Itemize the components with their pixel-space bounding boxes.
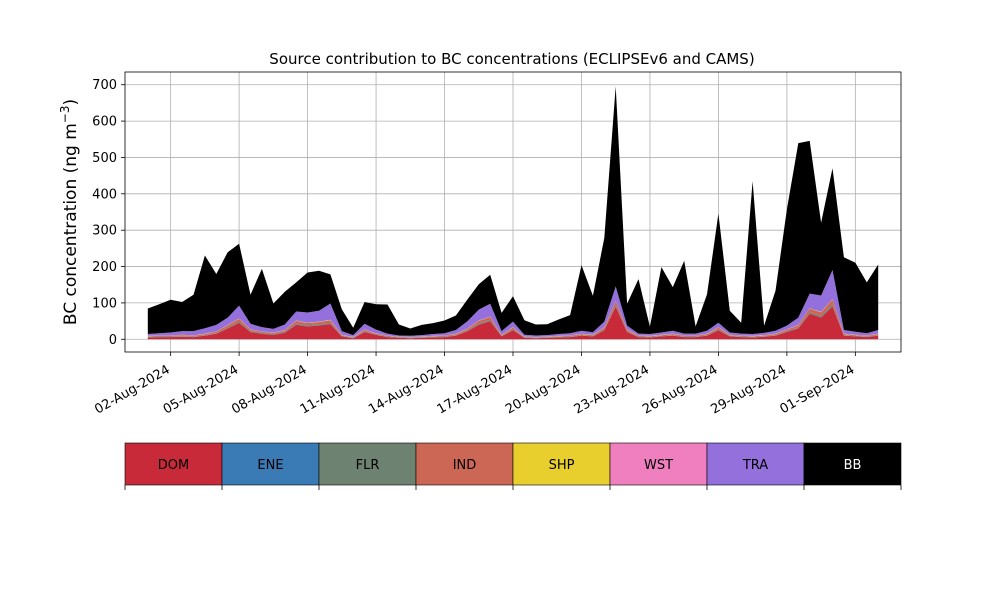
y-tick-label: 600 [92,115,117,130]
x-tick-label: 02-Aug-2024 [92,362,172,417]
legend-label: BB [844,458,862,473]
legend-label: FLR [356,458,380,473]
plot-area [147,86,879,340]
legend-swatch-ind [415,442,514,486]
y-tick-label: 0 [109,333,117,348]
y-axis: 0 100 200 300 400 500 600 700 [92,78,125,348]
y-tick-label: 400 [92,187,117,202]
x-tick-label: 05-Aug-2024 [161,362,241,417]
x-tick-label: 23-Aug-2024 [572,362,652,417]
y-axis-label: BC concentration (ng m−3) [58,99,81,325]
legend-label: ENE [257,458,283,473]
legend-label: WST [644,458,673,473]
y-tick-label: 100 [92,296,117,311]
area-tra [147,270,879,337]
x-tick-label: 11-Aug-2024 [298,362,378,417]
legend-swatch-bb [803,442,902,486]
area-bb [147,86,879,336]
legend-label: DOM [158,458,189,473]
y-axis-label-text: BC concentration [61,179,81,325]
x-axis: 02-Aug-202405-Aug-202408-Aug-202411-Aug-… [92,352,857,418]
chart-title: Source contribution to BC concentrations… [269,50,754,68]
legend-swatch-wst [609,442,708,486]
x-tick-label: 17-Aug-2024 [435,362,515,417]
legend-label: TRA [742,458,768,473]
x-tick-label: 14-Aug-2024 [366,362,446,417]
legend-swatch-ene [221,442,320,486]
y-tick-label: 500 [92,151,117,166]
legend-swatch-dom [124,442,223,486]
x-tick-label: 26-Aug-2024 [640,362,720,417]
x-tick-label: 29-Aug-2024 [709,362,789,417]
x-tick-label: 01-Sep-2024 [778,362,858,417]
legend-swatch-tra [706,442,805,486]
legend-label: SHP [549,458,575,473]
y-tick-label: 200 [92,260,117,275]
y-axis-unit-prefix: (ng m [61,123,81,173]
y-axis-unit-suffix: ) [61,99,81,106]
legend-swatch-flr [318,442,417,486]
y-axis-unit-exponent: −3 [58,105,72,123]
x-tick-label: 08-Aug-2024 [229,362,309,417]
legend-label: IND [453,458,477,473]
x-tick-label: 20-Aug-2024 [503,362,583,417]
area-dom [147,306,879,340]
legend: DOM ENE FLR IND SHP WST TRA BB [124,442,902,490]
y-tick-label: 700 [92,78,117,93]
legend-swatch-shp [512,442,611,486]
y-tick-label: 300 [92,224,117,239]
